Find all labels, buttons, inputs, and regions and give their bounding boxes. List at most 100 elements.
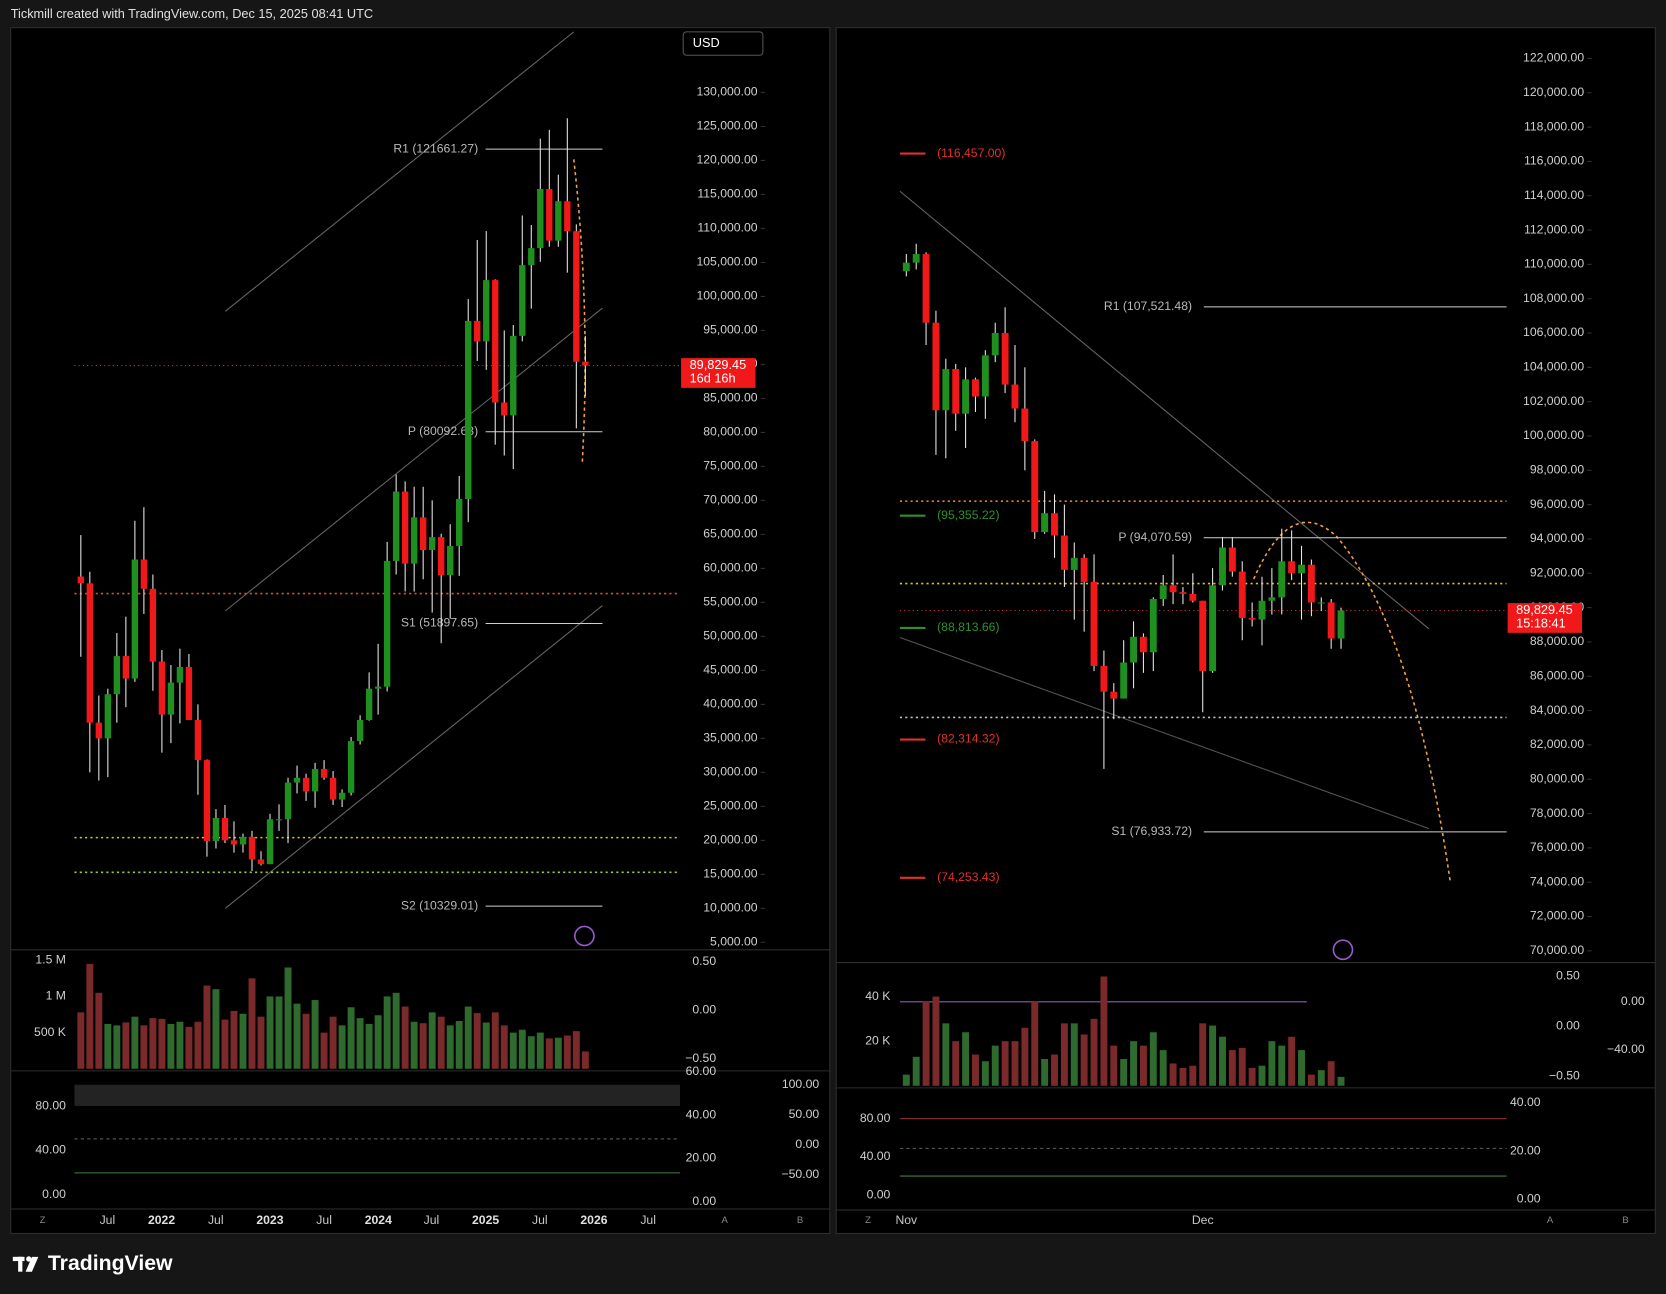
volume-bar bbox=[185, 1026, 193, 1069]
candle-body bbox=[1238, 571, 1246, 618]
volume-tick-label: 500 K bbox=[34, 1025, 66, 1039]
candle-body bbox=[392, 491, 400, 561]
price-tick-label: 115,000.00 bbox=[697, 187, 757, 201]
header-text: Tickmill created with TradingView.com, D… bbox=[11, 6, 373, 21]
candle-body bbox=[401, 491, 409, 564]
candle-body bbox=[1130, 636, 1138, 663]
candle-body bbox=[176, 666, 184, 683]
volume-bar bbox=[1248, 1067, 1256, 1086]
candle-body bbox=[1258, 600, 1266, 620]
oscillator-tick-label: 0.00 bbox=[42, 1187, 66, 1201]
candle-body bbox=[1070, 557, 1078, 570]
candle-body bbox=[1268, 597, 1276, 601]
price-tick-label: 70,000.00 bbox=[1530, 943, 1585, 957]
volume-bar bbox=[401, 1006, 409, 1069]
level-label: (116,457.00) bbox=[937, 146, 1005, 160]
candle-body bbox=[510, 335, 517, 416]
price-tick-label: 125,000.00 bbox=[696, 119, 757, 133]
trend-line bbox=[899, 636, 1430, 830]
volume-bar bbox=[1060, 1023, 1068, 1086]
time-tick-label: 2024 bbox=[365, 1213, 392, 1227]
button-b[interactable]: B bbox=[1622, 1215, 1628, 1226]
candle-body bbox=[428, 537, 436, 551]
price-tick-label: 120,000.00 bbox=[696, 153, 757, 167]
trend-line bbox=[899, 190, 1430, 630]
candle-body bbox=[1288, 561, 1296, 574]
volume-bar bbox=[392, 992, 400, 1069]
oscillator-tick-label: 0.00 bbox=[1517, 1192, 1541, 1206]
candle-body bbox=[1248, 617, 1256, 620]
time-tick-label: Jul bbox=[424, 1213, 440, 1227]
candle-body bbox=[537, 188, 544, 249]
candle-body bbox=[311, 768, 319, 792]
volume-bar bbox=[347, 1007, 355, 1069]
volume-bar bbox=[1120, 1059, 1128, 1086]
price-tick-label: 60,000.00 bbox=[703, 561, 758, 575]
oscillator-tick-label: 20.00 bbox=[686, 1151, 717, 1165]
alert-icon[interactable] bbox=[574, 925, 595, 947]
pivot-label: P (94,070.59) bbox=[1118, 530, 1192, 544]
last-price-label: 89,829.45 bbox=[1516, 602, 1573, 617]
volume-bar bbox=[1179, 1067, 1187, 1086]
price-tick-label: 45,000.00 bbox=[703, 663, 758, 677]
candle-body bbox=[203, 760, 211, 842]
price-tick-label: 98,000.00 bbox=[1530, 463, 1585, 477]
candle-body bbox=[302, 777, 310, 792]
candle-body bbox=[1209, 585, 1217, 672]
volume-bar bbox=[167, 1023, 175, 1069]
candle-body bbox=[329, 777, 337, 800]
volume-bar bbox=[1317, 1070, 1325, 1086]
candle-body bbox=[456, 499, 463, 546]
candle-body bbox=[1169, 585, 1177, 593]
volume-bar bbox=[932, 996, 940, 1086]
candle-body bbox=[320, 768, 328, 778]
currency-button[interactable] bbox=[682, 31, 764, 56]
button-a[interactable]: A bbox=[1547, 1215, 1554, 1226]
volume-bar bbox=[1199, 1023, 1207, 1086]
candle-body bbox=[104, 694, 112, 739]
volume-bar bbox=[1219, 1036, 1226, 1086]
volume-bar bbox=[410, 1021, 418, 1069]
candle-body bbox=[1219, 547, 1226, 586]
price-tick-label: 70,000.00 bbox=[703, 493, 758, 507]
price-tick-label: 94,000.00 bbox=[1530, 531, 1585, 545]
price-tick-label: 120,000.00 bbox=[1523, 85, 1584, 99]
volume-bar bbox=[77, 1012, 85, 1069]
level-label: (74,253.43) bbox=[937, 870, 999, 884]
volume-bar bbox=[1169, 1063, 1177, 1086]
volume-bar bbox=[1337, 1076, 1345, 1086]
currency-label[interactable]: USD bbox=[693, 35, 720, 50]
price-tick-label: 82,000.00 bbox=[1530, 737, 1585, 751]
price-tick-label: 74,000.00 bbox=[1530, 874, 1585, 888]
price-tick-label: 78,000.00 bbox=[1530, 806, 1585, 820]
button-a[interactable]: A bbox=[721, 1215, 728, 1226]
candle-body bbox=[293, 777, 301, 783]
indicator-tick-label: 0.00 bbox=[1621, 994, 1645, 1008]
volume-bar bbox=[212, 989, 220, 1069]
volume-bar bbox=[1288, 1036, 1296, 1086]
candle-body bbox=[239, 836, 247, 845]
volume-bar bbox=[1011, 1041, 1019, 1086]
volume-bar bbox=[239, 1013, 247, 1069]
oscillator-tick-label: 60.00 bbox=[686, 1064, 717, 1078]
volume-bar bbox=[902, 1074, 910, 1086]
time-tick-label: 2026 bbox=[580, 1213, 607, 1227]
price-tick-label: 40,000.00 bbox=[703, 697, 758, 711]
volume-bar bbox=[320, 1032, 328, 1069]
candle-body bbox=[912, 254, 920, 263]
candle-body bbox=[419, 517, 427, 551]
candle-body bbox=[474, 320, 481, 342]
candle-body bbox=[383, 560, 391, 687]
alert-icon[interactable] bbox=[1332, 939, 1354, 961]
button-b[interactable]: B bbox=[797, 1215, 803, 1226]
time-tick-label: Jul bbox=[208, 1213, 224, 1227]
candle-body bbox=[77, 576, 85, 584]
candle-body bbox=[1041, 513, 1049, 533]
volume-bar bbox=[1041, 1059, 1049, 1086]
button-z[interactable]: Z bbox=[865, 1215, 871, 1226]
volume-bar bbox=[981, 1061, 989, 1086]
button-z[interactable]: Z bbox=[40, 1215, 46, 1226]
volume-bar bbox=[311, 1000, 319, 1069]
logo-icon bbox=[12, 1256, 39, 1272]
